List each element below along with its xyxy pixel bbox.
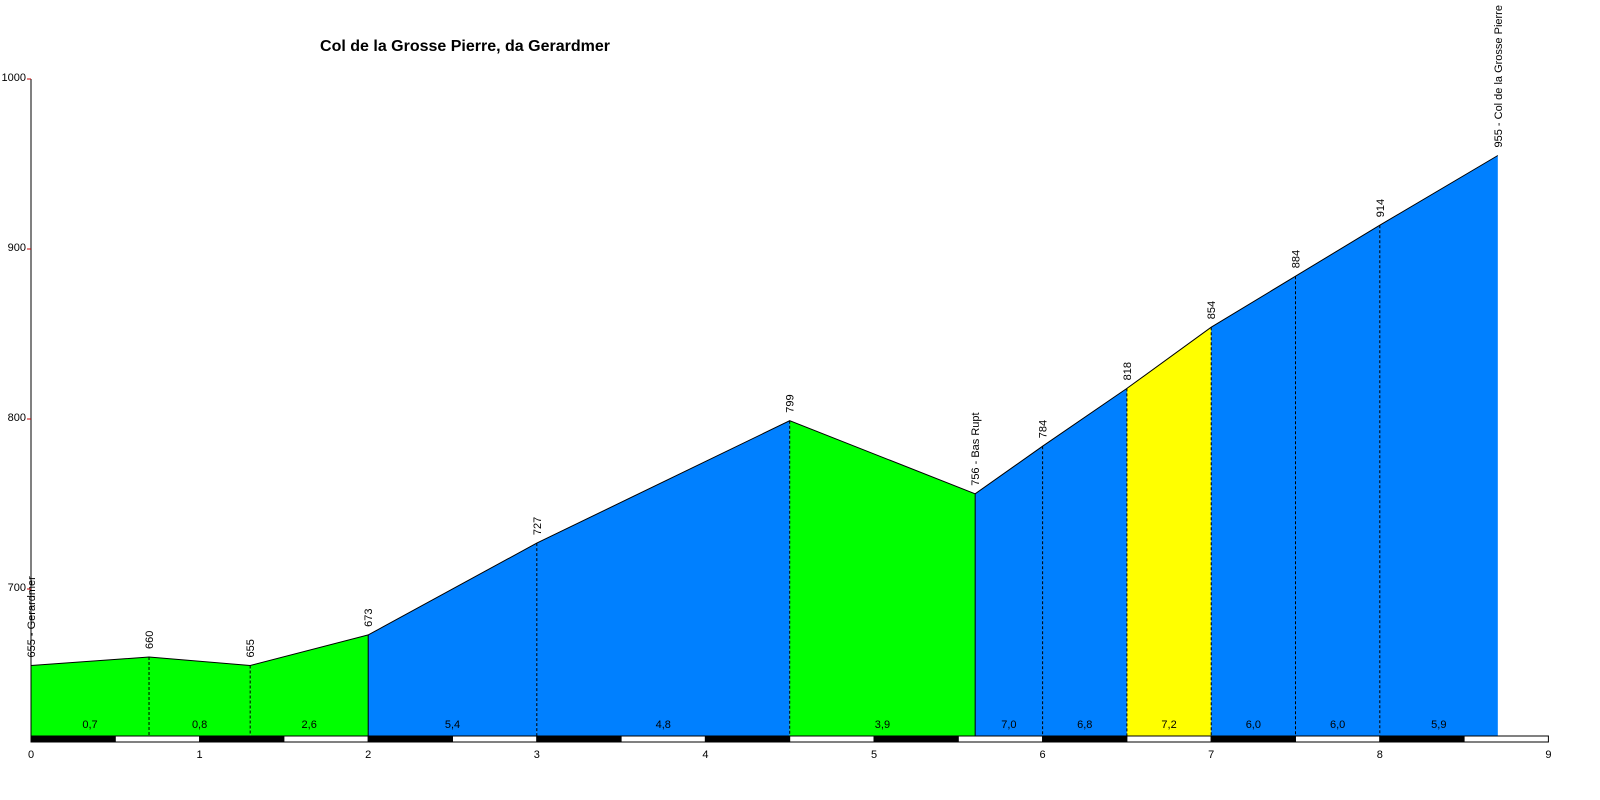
x-tick-label-2: 1 [197,749,203,761]
scale-bar-block-8 [620,735,706,743]
segment-area-12 [1379,155,1498,736]
elevation-label-8: 784 [1038,420,1050,438]
x-tick-label-6: 5 [871,749,877,761]
scale-bar-block-15 [1210,735,1296,743]
scale-bar-block-10 [789,735,875,743]
gradient-label-10: 6,0 [1246,719,1261,731]
gradient-label-2: 0,8 [192,719,207,731]
segment-area-4 [368,543,537,736]
elevation-label-10: 854 [1206,301,1218,319]
segment-area-8 [1042,388,1127,736]
y-tick-label-1: 700 [8,582,26,594]
y-tick-label-3: 900 [8,242,26,254]
gradient-label-6: 3,9 [875,719,890,731]
elevation-label-2: 660 [144,631,156,649]
segment-area-1 [31,657,150,736]
elevation-label-1: 655 - Gerardmer [26,576,38,658]
elevation-label-9: 818 [1122,362,1134,380]
elevation-label-6: 799 [785,394,797,412]
scale-bar-block-1 [30,735,116,743]
chart-title: Col de la Grosse Pierre, da Gerardmer [320,38,610,55]
segment-area-10 [1211,276,1296,736]
x-tick-label-9: 8 [1377,749,1383,761]
scale-bar-block-9 [704,735,791,743]
y-tick-label-4: 1000 [2,72,26,84]
x-tick-label-3: 2 [365,749,371,761]
x-tick-label-4: 3 [534,749,540,761]
gradient-label-7: 7,0 [1001,719,1016,731]
segment-area-3 [250,634,369,736]
elevation-label-7: 756 - Bas Rupt [970,412,982,485]
elevation-label-4: 673 [363,609,375,627]
scale-bar-block-13 [1042,735,1128,743]
x-tick-label-8: 7 [1208,749,1214,761]
scale-bar-block-16 [1295,735,1381,743]
segment-area-7 [975,446,1043,736]
elevation-label-12: 914 [1375,199,1387,217]
segment-area-11 [1295,225,1380,736]
gradient-label-4: 5,4 [445,719,460,731]
scale-bar-block-12 [957,735,1044,743]
x-tick-label-1: 0 [28,749,34,761]
segment-area-5 [536,420,790,736]
gradient-label-9: 7,2 [1161,719,1176,731]
scale-bar-block-3 [199,735,285,743]
scale-bar-block-17 [1379,735,1465,743]
scale-bar-block-5 [367,735,454,743]
x-tick-label-10: 9 [1545,749,1551,761]
x-tick-label-5: 4 [702,749,708,761]
y-tick-label-2: 800 [8,412,26,424]
scale-bar-block-14 [1126,735,1212,743]
scale-bar-block-2 [114,735,201,743]
elevation-label-3: 655 [245,639,257,657]
scale-bar-block-7 [536,735,622,743]
gradient-label-12: 5,9 [1431,719,1446,731]
gradient-label-1: 0,7 [82,719,97,731]
scale-bar-block-4 [283,735,369,743]
gradient-label-5: 4,8 [656,719,671,731]
elevation-label-13: 955 - Col de la Grosse Pierre [1493,5,1505,147]
x-tick-label-7: 6 [1040,749,1046,761]
gradient-label-11: 6,0 [1330,719,1345,731]
gradient-label-8: 6,8 [1077,719,1092,731]
segment-area-6 [789,420,976,736]
scale-bar-block-11 [873,735,959,743]
elevation-label-11: 884 [1291,250,1303,268]
gradient-label-3: 2,6 [302,719,317,731]
segment-area-9 [1126,327,1212,736]
elevation-label-5: 727 [532,517,544,535]
scale-bar-block-18 [1463,735,1549,743]
segment-area-2 [149,657,251,736]
scale-bar-block-6 [452,735,538,743]
